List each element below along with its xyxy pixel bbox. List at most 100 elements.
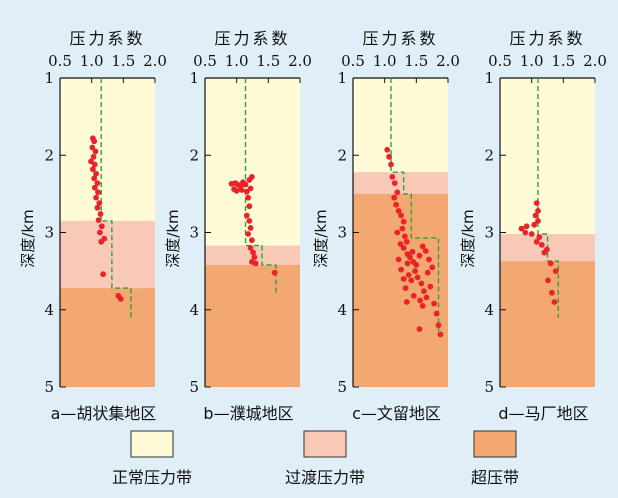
y-tick-label: 1 [484, 69, 494, 87]
x-tick-label: 1.5 [256, 52, 280, 70]
legend: 正常压力带 过渡压力带 超压带 [112, 430, 519, 487]
data-point [394, 189, 401, 196]
data-point [271, 269, 278, 276]
data-point [414, 274, 421, 281]
data-point [100, 271, 106, 278]
data-point [95, 189, 101, 196]
data-point [417, 297, 423, 304]
y-tick-label: 4 [484, 301, 494, 319]
data-point [538, 242, 545, 248]
data-point [429, 264, 436, 271]
data-point [547, 260, 554, 267]
data-point [398, 212, 404, 219]
data-point [93, 194, 99, 201]
data-point [233, 187, 240, 194]
data-point [91, 184, 98, 191]
y-tick-label: 4 [337, 301, 347, 319]
y-axis-title: 深度/km [164, 209, 182, 267]
x-tick-label: 0.5 [341, 52, 365, 70]
y-tick-label: 3 [337, 224, 347, 242]
data-point [418, 280, 425, 287]
zone-transition [60, 220, 155, 289]
data-point [93, 170, 99, 177]
y-tick-label: 5 [484, 378, 494, 396]
y-axis-title: 深度/km [19, 209, 37, 267]
data-point [551, 299, 558, 305]
panel-caption: c—文留地区 [352, 404, 441, 423]
x-tick-label: 1.0 [80, 52, 104, 70]
data-point [247, 225, 254, 231]
legend-label: 正常压力带 [112, 468, 192, 487]
data-point [250, 249, 256, 256]
data-point [422, 248, 429, 254]
y-tick-label: 1 [44, 69, 54, 87]
data-point [397, 241, 404, 248]
data-point [245, 194, 252, 201]
top-axis-title: 压力系数 [214, 29, 290, 48]
data-point [552, 268, 559, 274]
data-point [97, 211, 104, 217]
data-point [245, 231, 252, 237]
data-point [400, 276, 407, 282]
data-point [545, 277, 551, 284]
x-tick-label: 0.5 [48, 52, 72, 70]
data-point [393, 201, 399, 208]
data-point [246, 203, 253, 210]
data-point [391, 194, 398, 201]
data-point [90, 166, 96, 173]
data-point [95, 217, 102, 224]
data-point [249, 237, 255, 244]
data-point [419, 243, 426, 250]
data-point [549, 289, 555, 296]
data-point [386, 153, 392, 160]
data-point [96, 200, 103, 207]
x-tick-label: 2.0 [583, 52, 607, 70]
top-axis-title: 压力系数 [69, 29, 145, 48]
data-point [522, 229, 529, 236]
data-point [402, 285, 409, 291]
data-point [388, 161, 394, 168]
y-tick-label: 4 [44, 301, 54, 319]
data-point [405, 272, 412, 278]
data-point [416, 326, 423, 332]
x-tick-label: 1.5 [551, 52, 575, 70]
data-point [389, 174, 396, 180]
y-tick-label: 1 [189, 69, 199, 87]
data-point [252, 260, 259, 267]
data-point [400, 218, 407, 225]
legend-swatch-2 [473, 430, 517, 458]
x-tick-label: 0.5 [193, 52, 217, 70]
data-point [533, 200, 540, 207]
data-point [412, 268, 418, 274]
data-point [400, 245, 407, 251]
y-axis-title: 深度/km [312, 209, 330, 267]
panel-caption: a—胡状集地区 [51, 404, 157, 423]
data-point [424, 269, 431, 276]
data-point [395, 256, 402, 263]
x-tick-label: 1.5 [111, 52, 135, 70]
data-point [435, 322, 442, 329]
y-tick-label: 3 [484, 224, 494, 242]
data-point [419, 303, 426, 309]
data-point [532, 212, 539, 219]
x-tick-label: 1.0 [225, 52, 249, 70]
data-point [531, 221, 538, 228]
data-point [247, 185, 254, 192]
data-point [90, 153, 97, 160]
data-point [533, 238, 540, 245]
data-point [91, 138, 98, 145]
panel-caption: d—马厂地区 [498, 404, 588, 423]
data-point [394, 229, 401, 236]
data-point [541, 249, 548, 256]
y-tick-label: 5 [337, 378, 347, 396]
data-point [413, 262, 420, 268]
data-point [395, 208, 402, 214]
data-point [535, 218, 541, 224]
y-tick-label: 2 [44, 146, 54, 164]
y-tick-label: 1 [337, 69, 347, 87]
data-point [433, 310, 440, 317]
y-axis-title: 深度/km [459, 209, 477, 267]
